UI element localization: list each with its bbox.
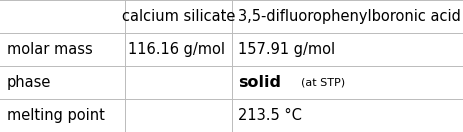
Text: calcium silicate: calcium silicate — [122, 9, 235, 24]
Text: molar mass: molar mass — [7, 42, 93, 57]
Text: phase: phase — [7, 75, 51, 90]
Text: 116.16 g/mol: 116.16 g/mol — [127, 42, 225, 57]
Text: solid: solid — [238, 75, 282, 90]
Text: 213.5 °C: 213.5 °C — [238, 108, 302, 123]
Text: 157.91 g/mol: 157.91 g/mol — [238, 42, 336, 57]
Text: (at STP): (at STP) — [301, 77, 345, 88]
Text: melting point: melting point — [7, 108, 105, 123]
Text: 3,5-difluorophenylboronic acid: 3,5-difluorophenylboronic acid — [238, 9, 461, 24]
